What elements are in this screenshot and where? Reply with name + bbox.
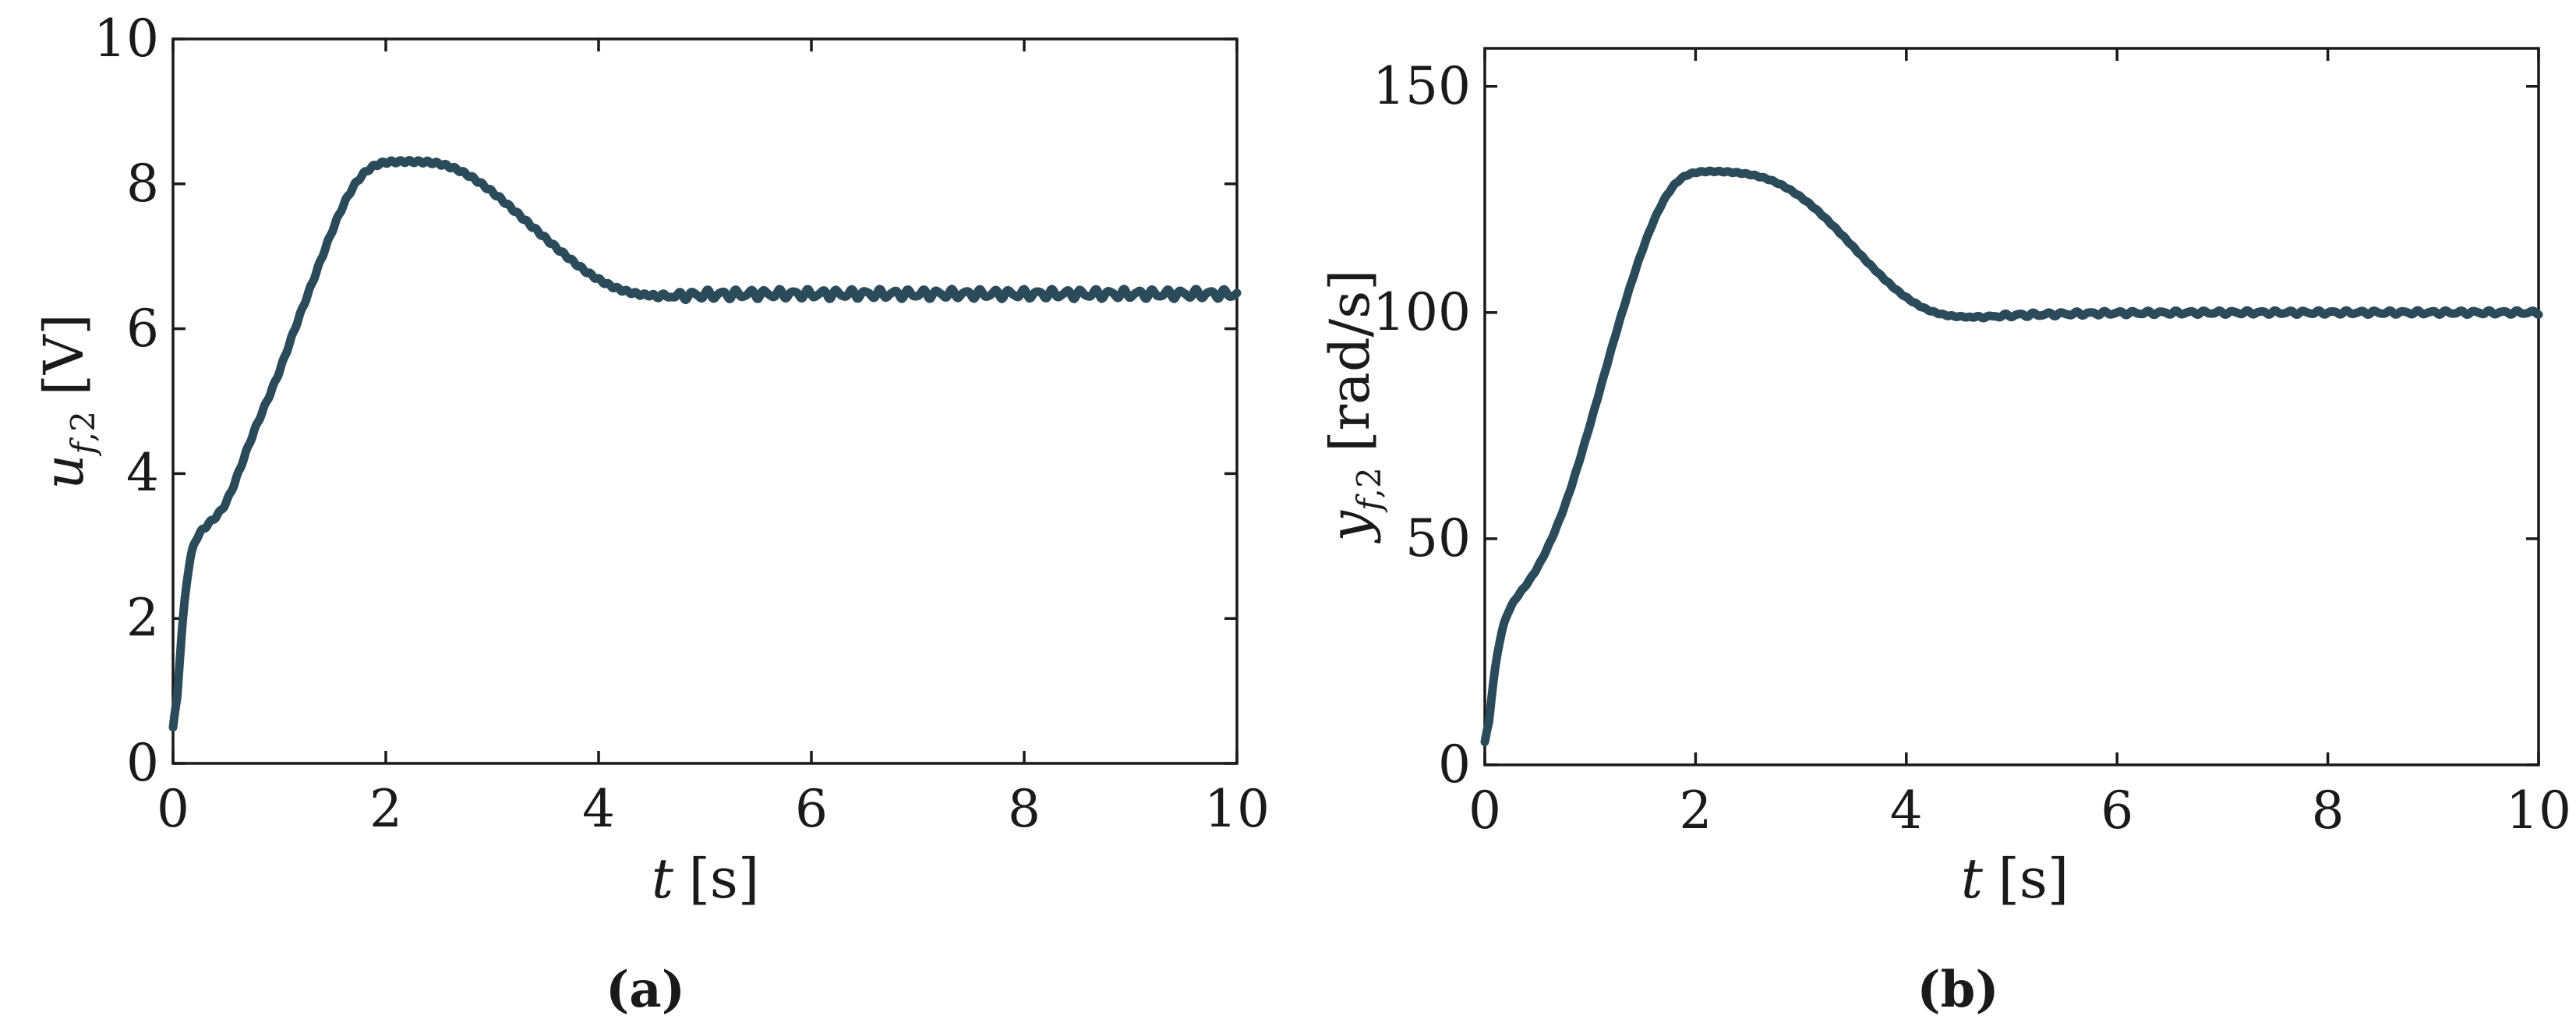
y-tick-label-a: 4 <box>126 443 159 504</box>
y-tick-label-b: 0 <box>1438 734 1471 795</box>
x-tick-label-a: 6 <box>795 779 828 839</box>
plot-panel-a <box>168 37 1242 765</box>
y-variable-a: u <box>32 454 96 490</box>
x-tick-label-a: 8 <box>1008 779 1041 839</box>
x-tick-label-b: 10 <box>2506 780 2571 841</box>
axes-frame-b <box>1483 47 2540 766</box>
data-curve-b <box>1480 166 2543 746</box>
panel-caption-a: (a) <box>605 961 686 1019</box>
y-variable-b: y <box>1318 510 1382 542</box>
x-tick-label-b: 8 <box>2311 780 2345 841</box>
x-variable-b: t <box>1960 847 1983 911</box>
x-tick-label-a: 4 <box>582 779 615 839</box>
x-unit-b: [s] <box>1998 847 2069 911</box>
y-axis-label-a: uf,2 [V] <box>32 313 102 489</box>
x-tick-label-a: 0 <box>157 779 189 839</box>
y-tick-label-a: 10 <box>94 9 159 69</box>
y-axis-label-b: yf,2 [rad/s] <box>1318 270 1388 542</box>
y-tick-label-b: 50 <box>1405 508 1471 568</box>
panel-caption-b: (b) <box>1917 961 1999 1019</box>
x-tick-label-b: 4 <box>1889 780 1923 841</box>
y-tick-label-a: 0 <box>126 733 159 793</box>
x-variable-a: t <box>651 847 673 911</box>
x-tick-label-b: 6 <box>2101 780 2134 841</box>
x-axis-label-b: t [s] <box>1961 851 2069 906</box>
y-tick-label-b: 100 <box>1373 281 1471 342</box>
data-curve-a <box>168 156 1242 732</box>
x-tick-label-a: 10 <box>1204 779 1270 839</box>
y-unit-a: [V] <box>32 313 96 396</box>
y-tick-label-a: 2 <box>126 588 159 649</box>
y-unit-b: [rad/s] <box>1318 269 1382 452</box>
y-tick-label-b: 150 <box>1373 55 1471 116</box>
axes-frame-a <box>171 37 1239 765</box>
x-axis-label-a: t [s] <box>652 851 759 906</box>
x-tick-label-b: 2 <box>1679 780 1712 841</box>
y-subscript-b: f,2 <box>1350 467 1388 511</box>
plot-panel-b <box>1480 47 2543 766</box>
y-tick-label-a: 8 <box>126 153 159 214</box>
x-tick-label-a: 2 <box>369 779 402 839</box>
x-unit-a: [s] <box>688 847 760 911</box>
y-tick-label-a: 6 <box>126 298 159 359</box>
y-subscript-a: f,2 <box>64 411 102 455</box>
x-tick-label-b: 0 <box>1468 780 1501 841</box>
